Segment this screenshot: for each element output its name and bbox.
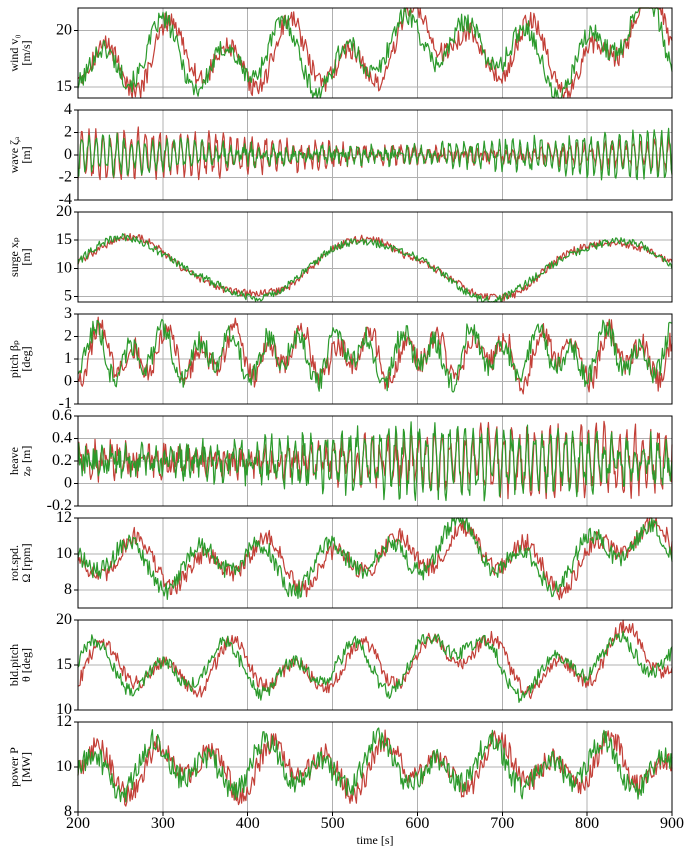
panel-surge: 5101520surge xₚ[m] [7, 203, 672, 304]
panel-heave: -0.200.20.40.6heavezₚ [m] [7, 407, 672, 514]
panel-pitch: -10123pitch βₚ[deg] [7, 305, 672, 412]
svg-text:900: 900 [660, 815, 684, 832]
svg-text:20: 20 [56, 611, 72, 628]
svg-text:15: 15 [56, 231, 72, 248]
series-wave-0 [78, 127, 672, 180]
svg-text:300: 300 [151, 815, 175, 832]
series-bldpitch-0 [78, 620, 672, 699]
svg-text:0: 0 [64, 475, 72, 492]
svg-text:15: 15 [56, 78, 72, 95]
svg-text:12: 12 [56, 509, 72, 526]
svg-text:200: 200 [66, 815, 90, 832]
svg-text:20: 20 [56, 22, 72, 39]
panel-power: 81012power P[MW]200300400500600700800900… [7, 713, 684, 847]
svg-text:600: 600 [405, 815, 429, 832]
svg-text:700: 700 [490, 815, 514, 832]
svg-text:10: 10 [56, 758, 72, 775]
svg-text:10: 10 [56, 545, 72, 562]
svg-text:Ω [rpm]: Ω [rpm] [19, 543, 33, 582]
svg-text:[m]: [m] [19, 248, 33, 265]
svg-text:0: 0 [64, 146, 72, 163]
svg-text:2: 2 [64, 124, 72, 141]
svg-text:800: 800 [575, 815, 599, 832]
svg-text:10: 10 [56, 259, 72, 276]
svg-text:zₚ [m]: zₚ [m] [19, 446, 33, 477]
svg-text:[MW]: [MW] [19, 752, 33, 782]
svg-text:400: 400 [236, 815, 260, 832]
panel-rotspd: 81012rot.spd.Ω [rpm] [7, 509, 672, 608]
svg-text:2: 2 [64, 328, 72, 345]
panel-wind: 1520wind v₀[m/s] [7, 8, 672, 98]
svg-text:15: 15 [56, 656, 72, 673]
svg-text:0.4: 0.4 [52, 430, 72, 447]
svg-text:0.2: 0.2 [52, 452, 72, 469]
series-pitch-0 [78, 317, 672, 394]
svg-text:[m]: [m] [19, 146, 33, 163]
series-rotspd-1 [78, 518, 672, 599]
svg-text:θ [deg]: θ [deg] [19, 648, 33, 682]
svg-text:0.6: 0.6 [52, 407, 72, 424]
series-bldpitch-1 [78, 631, 672, 702]
svg-text:500: 500 [321, 815, 345, 832]
panel-wave: -4-2024wave ζₐ[m] [7, 101, 672, 208]
svg-text:4: 4 [64, 101, 72, 118]
svg-text:[m/s]: [m/s] [19, 40, 33, 65]
series-power-1 [78, 728, 672, 802]
svg-text:5: 5 [64, 287, 72, 304]
svg-text:8: 8 [64, 581, 72, 598]
svg-text:time [s]: time [s] [357, 833, 394, 847]
series-surge-0 [78, 234, 672, 302]
svg-text:3: 3 [64, 305, 72, 322]
panel-bldpitch: 101520bld.pitchθ [deg] [7, 611, 672, 718]
svg-text:[deg]: [deg] [19, 346, 33, 371]
svg-text:-2: -2 [59, 169, 72, 186]
svg-text:20: 20 [56, 203, 72, 220]
svg-text:12: 12 [56, 713, 72, 730]
figure-container: 1520wind v₀[m/s]-4-2024wave ζₐ[m]5101520… [0, 0, 685, 847]
svg-text:0: 0 [64, 373, 72, 390]
svg-text:1: 1 [64, 350, 72, 367]
multi-panel-figure: 1520wind v₀[m/s]-4-2024wave ζₐ[m]5101520… [0, 0, 685, 847]
